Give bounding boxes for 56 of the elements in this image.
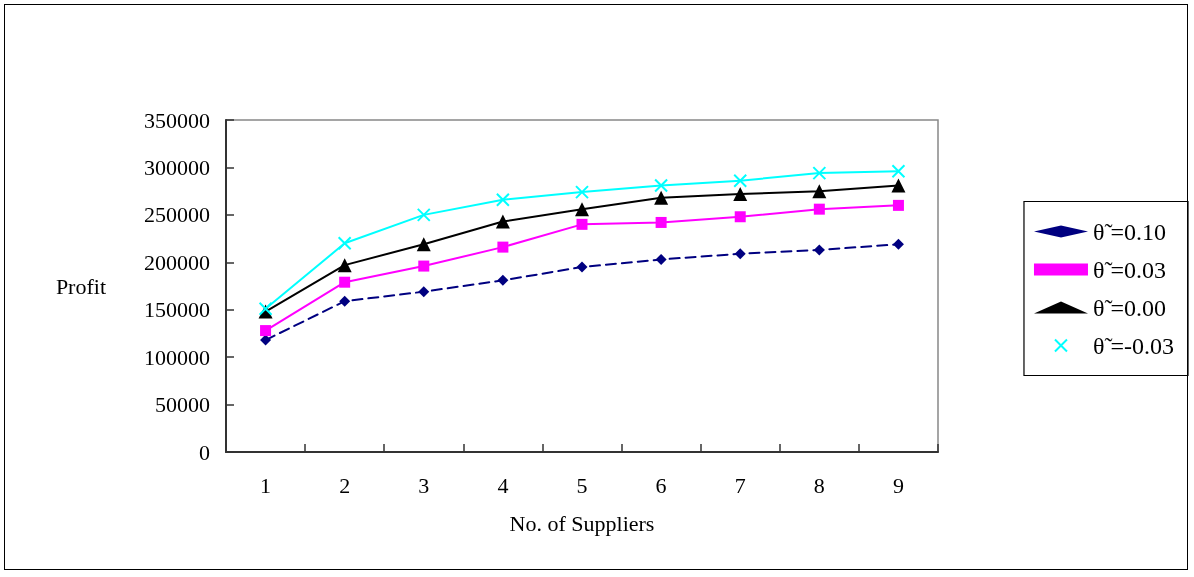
y-tick-label: 350000 [144,107,210,133]
point [576,218,588,230]
x-tick-label: 2 [339,472,351,498]
x-tick-label: 6 [655,472,667,498]
point [654,190,669,205]
point [734,211,746,223]
y-tick-label: 50000 [155,392,210,418]
point [813,203,825,215]
x-tick-label: 3 [418,472,430,498]
point [576,261,588,273]
x-tick-label: 9 [892,472,904,498]
point [891,164,906,179]
y-tick-label: 100000 [144,344,210,370]
point [337,258,352,273]
x-tick-label: 8 [813,472,825,498]
point [260,325,272,337]
point [892,238,904,250]
legend-label: θ̃ =0.10 [1092,218,1167,245]
point [655,253,667,265]
point [654,178,669,193]
y-tick-label: 0 [199,439,210,465]
point [812,166,827,181]
point [416,207,431,222]
y-tick-label: 150000 [144,297,210,323]
point [339,295,351,307]
x-tick-label: 5 [576,472,588,498]
point [418,286,430,298]
x-tick-label: 4 [497,472,509,498]
point [416,237,431,252]
legend-label: θ̃ =0.03 [1092,256,1167,283]
point [892,199,904,211]
y-tick-label: 300000 [144,154,210,180]
y-axis-title: Profit [55,273,106,299]
point [495,192,510,207]
point [575,185,589,200]
point [813,244,825,256]
point [497,241,509,253]
point [733,186,748,201]
point [418,260,430,272]
x-tick-label: 1 [260,472,272,498]
point [812,184,827,199]
point [734,248,746,260]
point [891,178,906,193]
x-axis-title: No. of Suppliers [509,510,655,536]
point [495,214,510,229]
legend-label: θ̃ =0.00 [1092,294,1167,321]
point [733,173,748,188]
legend-label: θ̃ =-0.03 [1092,332,1175,359]
point [575,202,589,217]
point [339,276,351,288]
point [497,274,509,286]
point [655,216,667,228]
y-tick-label: 200000 [144,249,210,275]
y-tick-label: 250000 [144,202,210,228]
point [337,236,352,251]
x-tick-label: 7 [734,472,746,498]
